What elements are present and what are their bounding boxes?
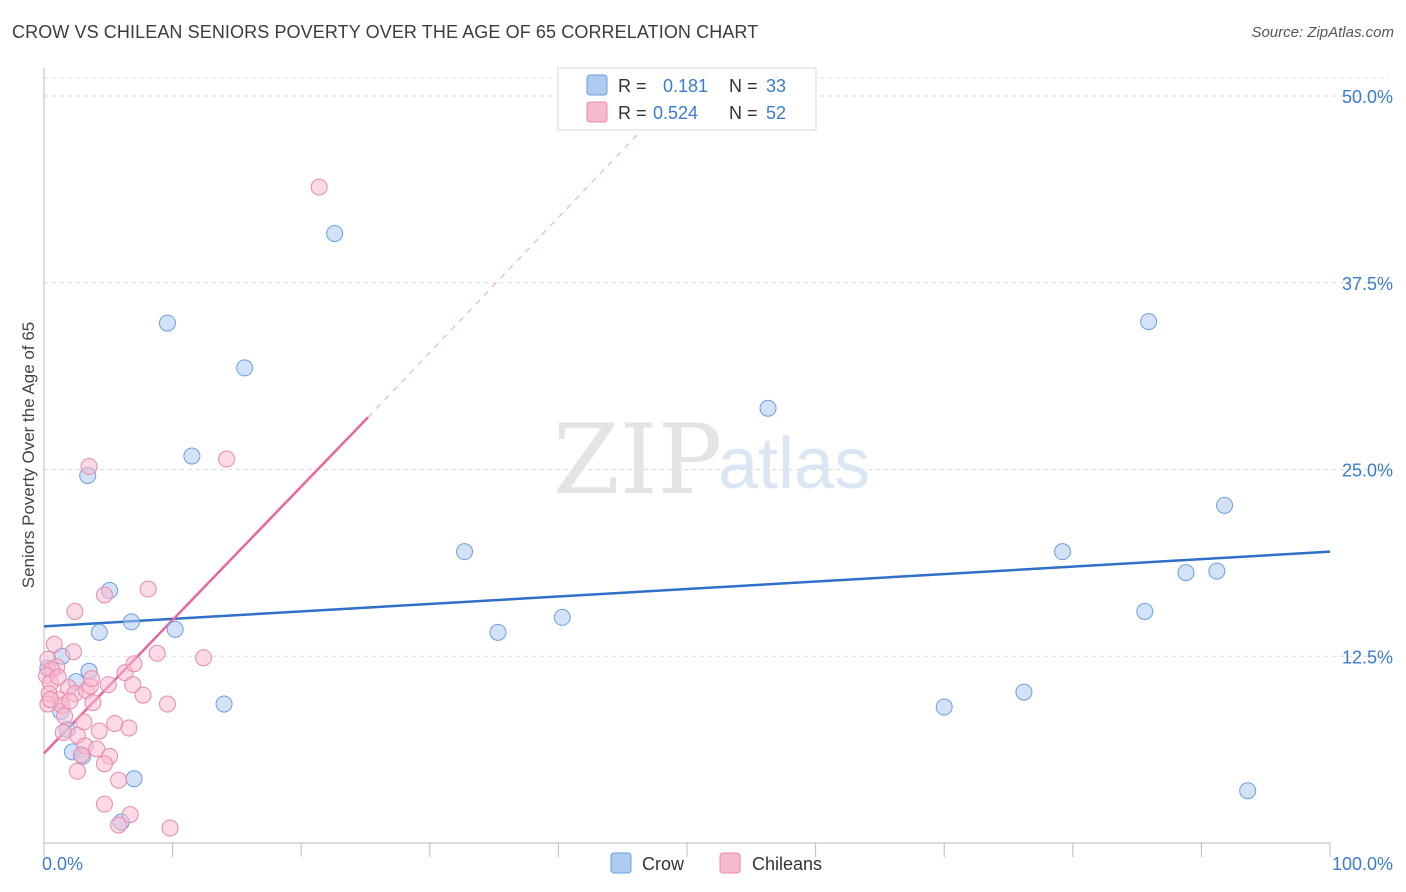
crow-point [166,620,184,638]
chileans-point [49,668,67,686]
crow-point [158,314,176,332]
crow-point [1136,602,1154,620]
y-axis-label: Seniors Poverty Over the Age of 65 [19,322,38,588]
x-tick-label: 100.0% [1332,854,1393,874]
chileans-point [66,602,84,620]
crow-point [456,543,474,561]
chileans-point [106,714,124,732]
legend-r-value-chileans: 0.524 [653,103,698,123]
crow-point [1015,683,1033,701]
watermark-zip: ZIP [553,404,722,516]
crow-point [326,224,344,242]
chileans-point [54,723,72,741]
legend-r-label-chileans: R = [618,103,647,123]
legend-bottom-swatch-chileans [719,852,741,874]
crow-point [489,623,507,641]
chileans-point [95,755,113,773]
crow-point [1177,564,1195,582]
y-tick-label: 37.5% [1342,274,1393,294]
legend-series: Crow Chileans [610,852,822,874]
legend-n-value-crow: 33 [766,76,786,96]
chileans-point [95,795,113,813]
chileans-point [218,450,236,468]
legend-r-value-crow: 0.181 [663,76,708,96]
y-tick-label: 25.0% [1342,461,1393,481]
chileans-point [80,458,98,476]
crow-point [759,399,777,417]
chileans-point [139,580,157,598]
x-tick-label: 0.0% [42,854,83,874]
chileans-point [110,771,128,789]
crow-point [183,447,201,465]
chileans-point [125,655,143,673]
chileans-point [158,695,176,713]
chileans-point [41,691,59,709]
crow-point [935,698,953,716]
chileans-trendline-extension [367,95,675,418]
crow-trendline [43,550,1331,628]
data-points [38,178,1257,837]
legend-swatch-crow [586,74,608,96]
crow-point [1216,496,1234,514]
chileans-point [45,635,63,653]
legend-r-label-crow: R = [618,76,647,96]
chileans-point [194,649,212,667]
legend-bottom-label-crow: Crow [642,854,685,874]
chileans-point [99,676,117,694]
chileans-point [84,694,102,712]
crow-point [90,623,108,641]
chileans-point [148,644,166,662]
x-tick-labels: 0.0% 100.0% [42,854,1393,874]
crow-point [125,770,143,788]
chileans-point [310,178,328,196]
legend-swatch-chileans [586,101,608,123]
chileans-point [110,816,128,834]
crow-point [236,359,254,377]
legend-bottom-swatch-crow [610,852,632,874]
crow-point [215,695,233,713]
chart-title: CROW VS CHILEAN SENIORS POVERTY OVER THE… [12,22,759,42]
chileans-point [134,686,152,704]
crow-point [553,608,571,626]
chileans-point [121,806,139,824]
chileans-point [56,707,74,725]
y-tick-labels: 12.5% 25.0% 37.5% 50.0% [1342,87,1393,667]
legend-correlation: R = 0.181 N = 33 R = 0.524 N = 52 [557,67,817,131]
crow-point [1208,562,1226,580]
legend-n-label-crow: N = [729,76,758,96]
axes [43,68,1331,857]
chileans-point [83,670,101,688]
chileans-point [124,676,142,694]
crow-point [1140,313,1158,331]
chileans-point [61,692,79,710]
source-label: Source: ZipAtlas.com [1251,24,1394,41]
crow-point [1054,543,1072,561]
chileans-point [72,746,90,764]
chileans-point [65,643,83,661]
chileans-point [120,719,138,737]
legend-n-value-chileans: 52 [766,103,786,123]
y-tick-label: 12.5% [1342,647,1393,667]
chileans-point [88,740,106,758]
chileans-point [95,586,113,604]
y-tick-label: 50.0% [1342,87,1393,107]
watermark-atlas: atlas [718,424,870,504]
legend-n-label-chileans: N = [729,103,758,123]
chileans-point [68,762,86,780]
chileans-point [90,722,108,740]
legend-bottom-label-chileans: Chileans [752,854,822,874]
crow-point [1239,782,1257,800]
chileans-point [161,819,179,837]
crow-point [122,613,140,631]
